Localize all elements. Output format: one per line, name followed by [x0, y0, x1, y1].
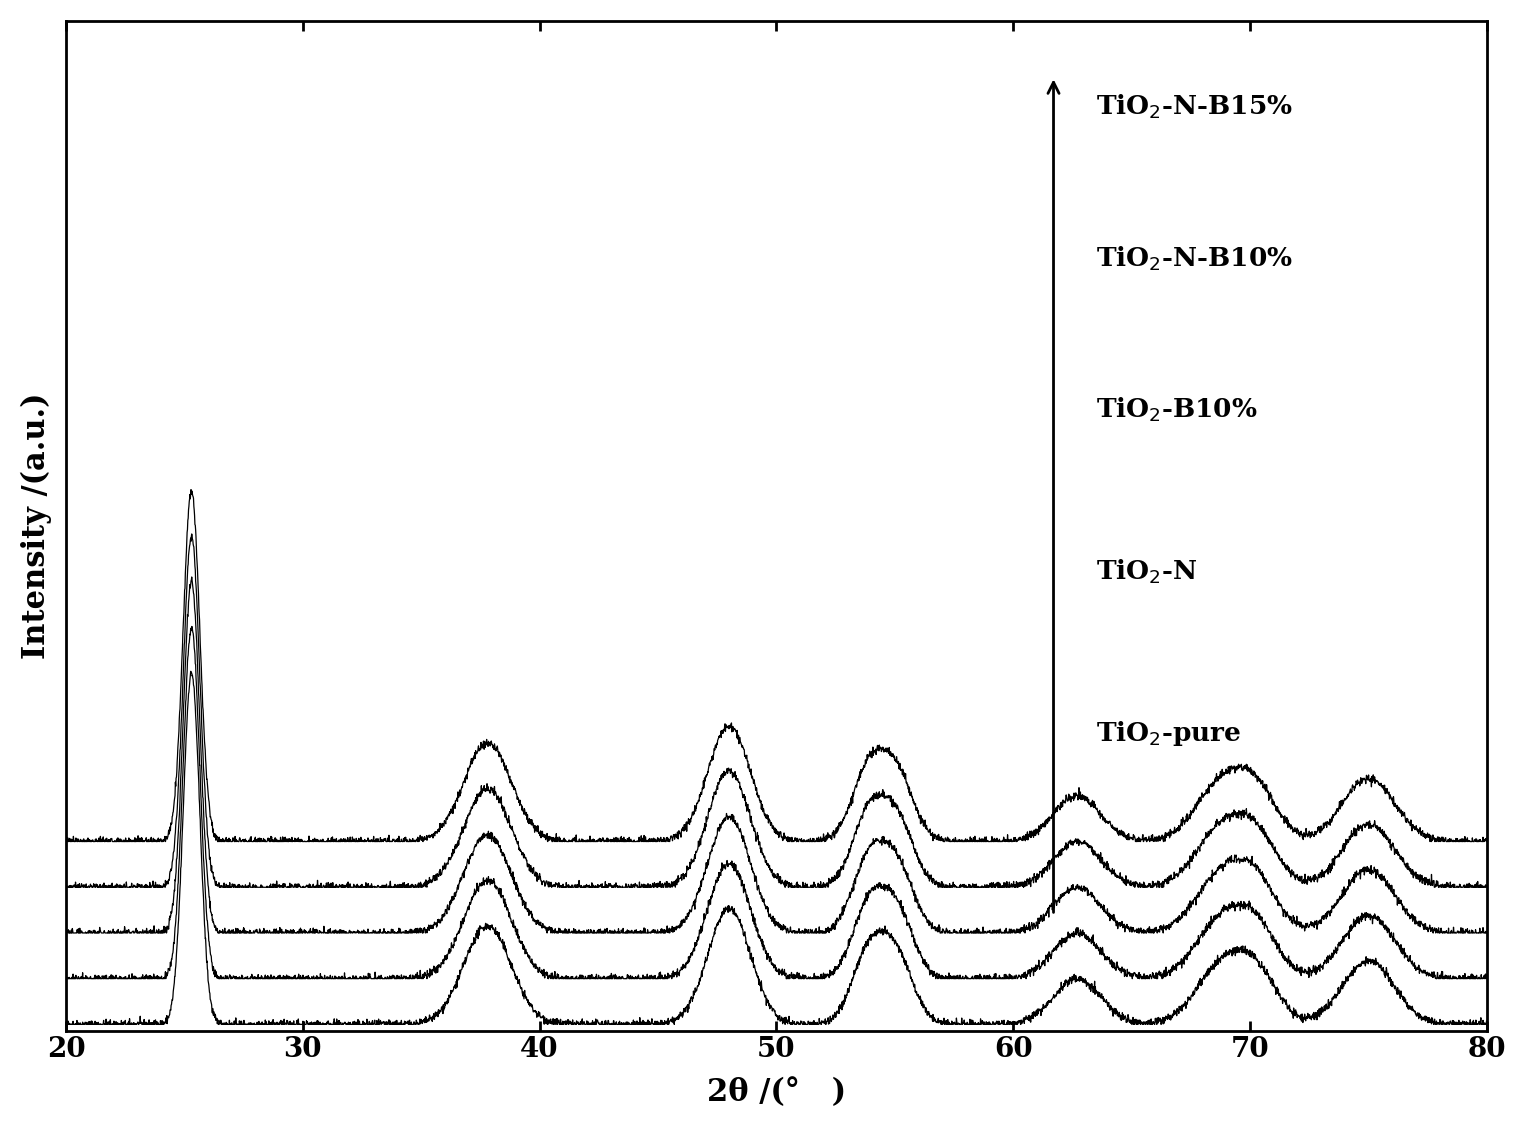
- Text: TiO$_2$-N-B10%: TiO$_2$-N-B10%: [1096, 244, 1293, 272]
- Y-axis label: Intensity /(a.u.): Intensity /(a.u.): [21, 393, 52, 659]
- Text: TiO$_2$-N-B15%: TiO$_2$-N-B15%: [1096, 93, 1293, 121]
- Text: TiO$_2$-N: TiO$_2$-N: [1096, 558, 1197, 586]
- Text: TiO$_2$-B10%: TiO$_2$-B10%: [1096, 395, 1258, 425]
- X-axis label: 2θ /(°   ): 2θ /(° ): [707, 1077, 846, 1109]
- Text: TiO$_2$-pure: TiO$_2$-pure: [1096, 719, 1241, 747]
